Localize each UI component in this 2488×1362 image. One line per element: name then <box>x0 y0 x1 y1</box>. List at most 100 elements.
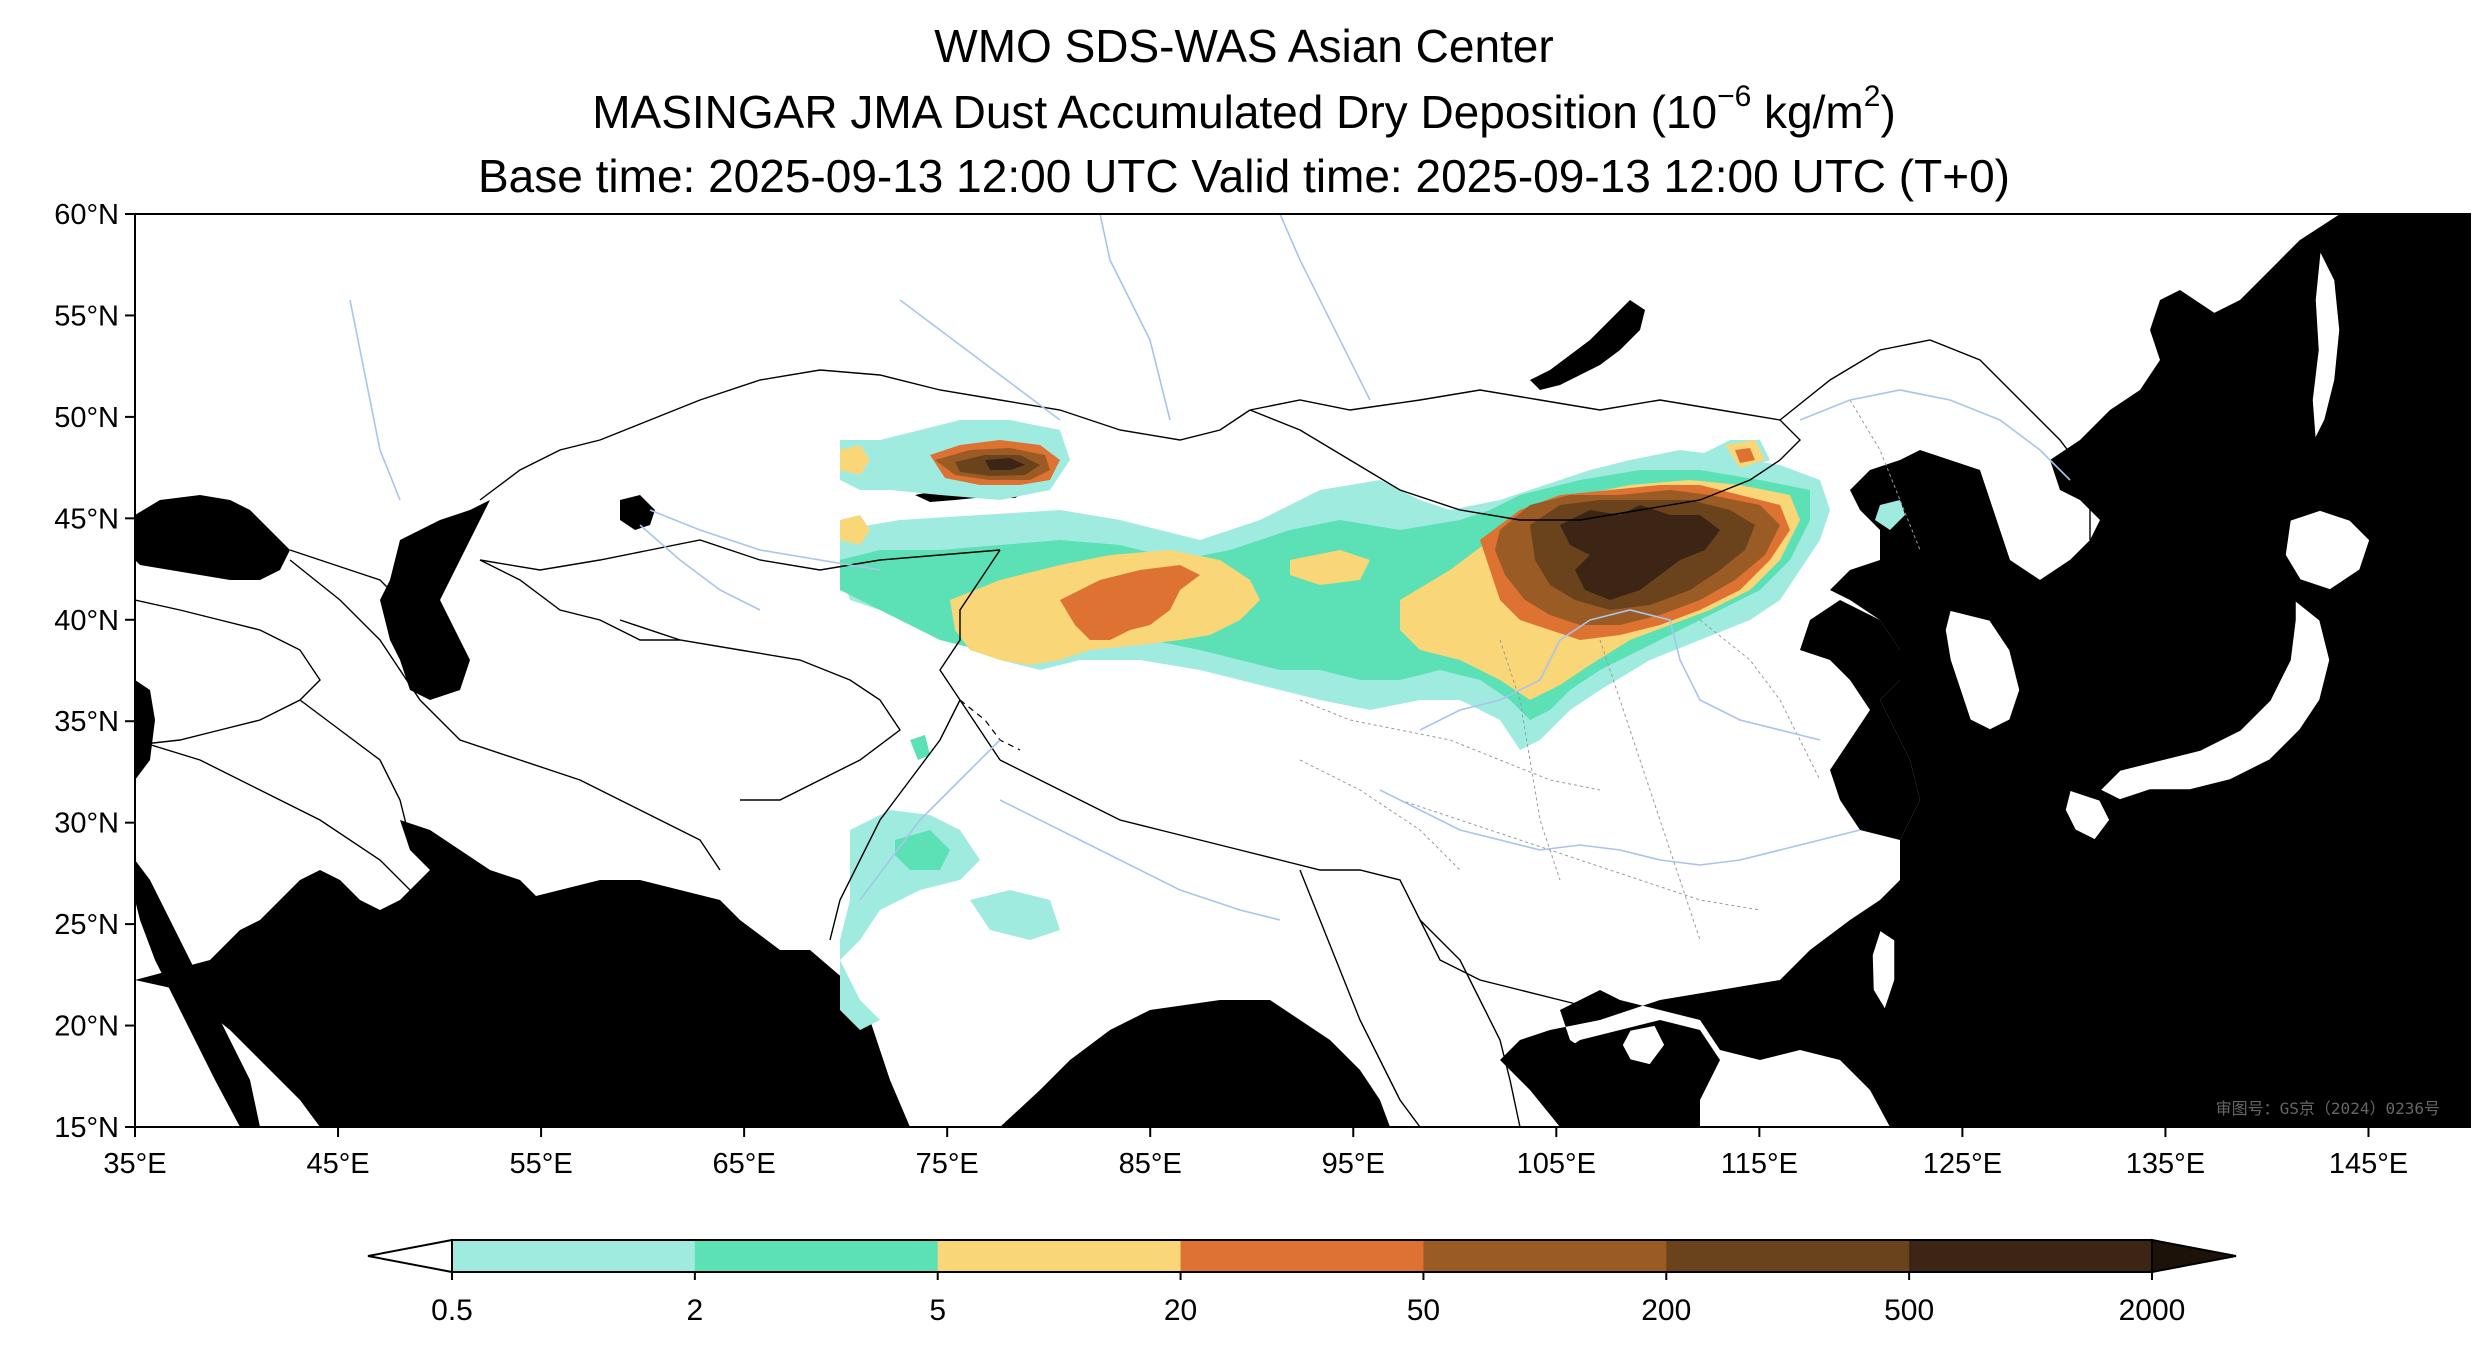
arabia-dashed-2 <box>549 919 581 1041</box>
dust-region-sw-green <box>895 830 950 870</box>
lon-tick-label: 55°E <box>509 1148 572 1180</box>
amur-river <box>1799 389 2071 481</box>
colorbar-segment <box>1180 1240 1424 1272</box>
dust-region-green-small <box>910 735 930 760</box>
lon-tick-label: 115°E <box>1721 1148 1798 1180</box>
sea-of-japan <box>2000 510 2300 740</box>
colorbar-segment <box>1666 1240 1910 1272</box>
colorbar-segment <box>1909 1240 2153 1272</box>
lat-tick-label: 35°N <box>54 706 119 738</box>
korea <box>1944 609 2021 731</box>
province-borders <box>1299 399 1921 941</box>
time-info: Base time: 2025-09-13 12:00 UTC Valid ti… <box>478 150 2010 202</box>
taiwan <box>1871 928 1896 1012</box>
indochina-borders <box>1419 919 1521 1127</box>
china-korea-border <box>1919 559 2001 611</box>
colorbar-segment <box>1423 1240 1667 1272</box>
hainan <box>1621 1024 1666 1066</box>
black-sea <box>135 495 290 580</box>
myanmar-borders <box>1299 869 1421 1127</box>
disputed-borders <box>379 699 1021 1041</box>
kazakhstan-south-border <box>479 539 1001 571</box>
lon-tick-label: 105°E <box>1517 1148 1596 1180</box>
lat-tick-label: 25°N <box>54 909 119 941</box>
map-subtitle: MASINGAR JMA Dust Accumulated Dry Deposi… <box>592 80 1896 139</box>
yellow-sea <box>1800 600 1920 840</box>
turkmenistan-uzbekistan <box>479 559 680 641</box>
province-border-2 <box>1499 639 1561 881</box>
china-south-border <box>999 759 1601 1011</box>
dust-region-north-yellow-2 <box>840 515 870 545</box>
sakhalin <box>2311 247 2341 443</box>
russia-kazakhstan-border <box>479 369 1251 501</box>
dust-region-mid-yellow <box>1290 550 1370 585</box>
dust-deposition-field <box>840 420 1905 1030</box>
colorbar-level-label: 200 <box>1641 1294 1691 1327</box>
map-title: WMO SDS-WAS Asian Center <box>934 20 1554 72</box>
lon-tick-label: 75°E <box>916 1148 979 1180</box>
lon-tick-label: 85°E <box>1119 1148 1182 1180</box>
lon-tick-label: 65°E <box>713 1148 776 1180</box>
irtysh-river <box>899 299 1061 421</box>
lon-tick-label: 45°E <box>306 1148 369 1180</box>
sea-of-okhotsk <box>2150 214 2470 500</box>
lat-tick-label: 20°N <box>54 1011 119 1043</box>
dust-region-east-light <box>1875 500 1905 530</box>
colorbar-level-label: 20 <box>1164 1294 1197 1327</box>
lon-tick-label: 95°E <box>1322 1148 1385 1180</box>
volga-river <box>349 299 401 501</box>
province-border-7 <box>1299 759 1461 871</box>
colorbar-segment <box>937 1240 1182 1272</box>
mediterranean-sea <box>135 680 155 780</box>
arabia-dashed <box>379 959 561 1001</box>
lat-tick-label: 30°N <box>54 808 119 840</box>
hokkaido <box>2284 509 2371 591</box>
colorbar-level-label: 2000 <box>2119 1294 2186 1327</box>
lat-tick-label: 45°N <box>54 503 119 535</box>
ganges-river <box>999 799 1281 921</box>
red-sea <box>135 860 260 1127</box>
lake-baikal <box>1530 300 1645 390</box>
colorbar-level-label: 5 <box>929 1294 946 1327</box>
afghanistan-borders <box>619 619 901 801</box>
lat-tick-label: 50°N <box>54 402 119 434</box>
mongolia-russia-border <box>1249 389 1801 461</box>
yangtze-river <box>1379 789 1861 866</box>
lon-tick-label: 35°E <box>103 1148 166 1180</box>
china-west-border <box>939 549 1001 761</box>
persian-gulf <box>400 820 540 910</box>
lat-tick-label: 60°N <box>54 199 119 231</box>
province-border-5 <box>1699 619 1821 781</box>
china-mongolia-border <box>1249 409 1781 521</box>
colorbar-level-label: 500 <box>1884 1294 1934 1327</box>
lon-tick-label: 145°E <box>2329 1148 2408 1180</box>
ob-river <box>1099 214 1171 421</box>
map-frame <box>134 213 2471 1128</box>
province-border-6 <box>1849 399 1921 551</box>
colorbar-under-extension <box>367 1238 453 1274</box>
kashmir-dashed <box>959 699 1021 751</box>
rivers <box>349 214 2071 921</box>
colorbar-segment <box>694 1240 939 1272</box>
caspian-sea <box>380 500 490 700</box>
china-russia-ne-border <box>1779 339 2091 540</box>
colorbar: 0.5 2 5 20 50 200 500 2000 <box>367 1238 2237 1327</box>
yenisei-river <box>1279 214 1371 401</box>
iran-borders <box>289 559 721 871</box>
dust-region-patch-light <box>970 890 1060 940</box>
dust-region-east-core <box>1560 505 1720 600</box>
colorbar-level-label: 0.5 <box>431 1294 473 1327</box>
colorbar-over-extension <box>2151 1238 2237 1274</box>
dust-region-ne-orange <box>1735 448 1755 463</box>
lat-tick-label: 15°N <box>54 1112 119 1144</box>
kyushu-shikoku <box>2064 789 2111 841</box>
dust-region-sw-light <box>840 810 980 1030</box>
lat-tick-label: 40°N <box>54 605 119 637</box>
bay-of-bengal <box>1000 1000 1390 1127</box>
lon-tick-label: 135°E <box>2126 1148 2205 1180</box>
japan-islands <box>1621 247 2371 1066</box>
dust-region-north-core <box>985 458 1025 470</box>
turkey-borders <box>135 599 321 746</box>
yellow-river <box>1419 609 1821 741</box>
lon-tick-label: 125°E <box>1923 1148 2002 1180</box>
